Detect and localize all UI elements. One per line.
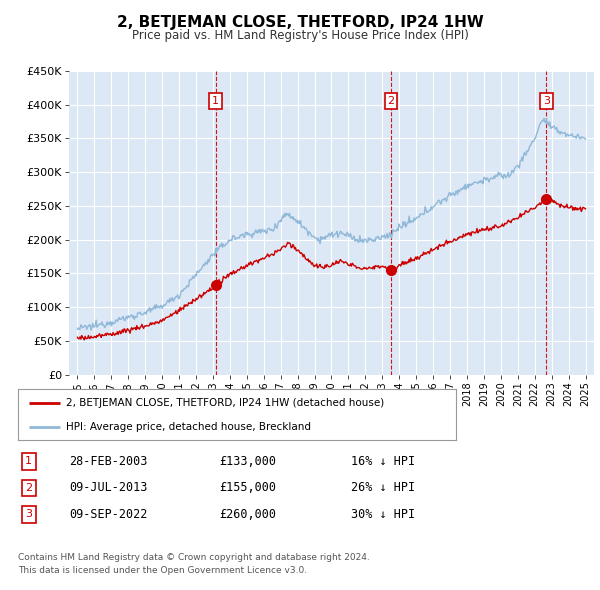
Text: Contains HM Land Registry data © Crown copyright and database right 2024.: Contains HM Land Registry data © Crown c…	[18, 553, 370, 562]
Text: 26% ↓ HPI: 26% ↓ HPI	[351, 481, 415, 494]
Text: £155,000: £155,000	[219, 481, 276, 494]
Text: 1: 1	[212, 96, 219, 106]
Text: 3: 3	[25, 510, 32, 519]
Text: 09-JUL-2013: 09-JUL-2013	[69, 481, 148, 494]
Text: This data is licensed under the Open Government Licence v3.0.: This data is licensed under the Open Gov…	[18, 566, 307, 575]
Text: 2, BETJEMAN CLOSE, THETFORD, IP24 1HW (detached house): 2, BETJEMAN CLOSE, THETFORD, IP24 1HW (d…	[66, 398, 385, 408]
Text: 30% ↓ HPI: 30% ↓ HPI	[351, 508, 415, 521]
Text: 1: 1	[25, 457, 32, 466]
Text: 2, BETJEMAN CLOSE, THETFORD, IP24 1HW: 2, BETJEMAN CLOSE, THETFORD, IP24 1HW	[116, 15, 484, 30]
Text: HPI: Average price, detached house, Breckland: HPI: Average price, detached house, Brec…	[66, 422, 311, 432]
Text: 2: 2	[388, 96, 395, 106]
Text: 16% ↓ HPI: 16% ↓ HPI	[351, 455, 415, 468]
Text: 09-SEP-2022: 09-SEP-2022	[69, 508, 148, 521]
Text: 3: 3	[543, 96, 550, 106]
Text: Price paid vs. HM Land Registry's House Price Index (HPI): Price paid vs. HM Land Registry's House …	[131, 30, 469, 42]
Text: £260,000: £260,000	[219, 508, 276, 521]
Text: 2: 2	[25, 483, 32, 493]
Text: £133,000: £133,000	[219, 455, 276, 468]
Text: 28-FEB-2003: 28-FEB-2003	[69, 455, 148, 468]
